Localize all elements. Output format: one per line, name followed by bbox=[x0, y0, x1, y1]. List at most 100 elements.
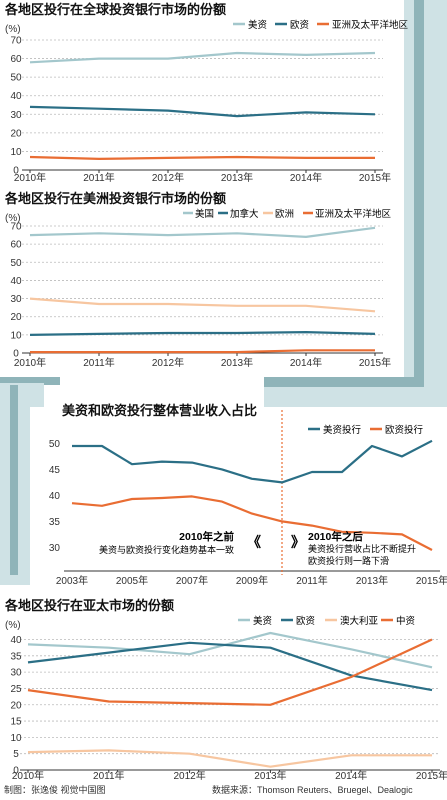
y-tick-label: 10 bbox=[10, 147, 22, 158]
chart3-y-axis: 30 35 40 45 50 bbox=[49, 439, 61, 554]
chart4-plot bbox=[27, 631, 433, 768]
chart3-annotation-before: 2010年之前 美资与欧资投行变化趋势基本一致 《 bbox=[99, 530, 261, 555]
y-tick-label: 45 bbox=[49, 465, 61, 476]
x-tick-label: 2009年 bbox=[236, 574, 268, 587]
series-line bbox=[30, 349, 375, 354]
legend-label: 欧资投行 bbox=[385, 424, 424, 436]
chart4-title: 各地区投行在亚太市场的份额 bbox=[4, 598, 174, 613]
x-tick-label: 2015年 bbox=[359, 171, 391, 184]
annotation-before-title: 2010年之前 bbox=[179, 530, 234, 543]
x-tick-label: 2005年 bbox=[116, 574, 148, 587]
legend-label: 欧资 bbox=[290, 19, 310, 31]
x-tick-label: 2015年 bbox=[416, 769, 447, 782]
series-line bbox=[27, 631, 433, 669]
y-tick-label: 50 bbox=[10, 258, 22, 269]
x-tick-label: 2012年 bbox=[173, 769, 205, 782]
legend-label: 美资 bbox=[253, 615, 273, 627]
right-arrow-icon: 》 bbox=[291, 534, 305, 550]
y-tick-label: 40 bbox=[49, 491, 61, 502]
y-tick-label: 15 bbox=[10, 717, 22, 728]
x-tick-label: 2013年 bbox=[356, 574, 388, 587]
x-tick-label: 2010年 bbox=[14, 171, 46, 184]
chart2-unit: (%) bbox=[5, 213, 21, 224]
x-tick-label: 2010年 bbox=[14, 356, 46, 369]
y-tick-label: 40 bbox=[10, 635, 22, 646]
y-tick-label: 50 bbox=[10, 73, 22, 84]
x-tick-label: 2014年 bbox=[290, 356, 322, 369]
chart2-legend: 美国 加拿大 欧洲 亚洲及太平洋地区 bbox=[183, 208, 392, 220]
y-tick-label: 35 bbox=[10, 651, 22, 662]
y-tick-label: 20 bbox=[10, 128, 22, 139]
y-tick-label: 70 bbox=[10, 36, 22, 47]
annotation-after-title: 2010年之后 bbox=[308, 530, 363, 543]
x-tick-label: 2013年 bbox=[254, 769, 286, 782]
y-tick-label: 25 bbox=[10, 684, 22, 695]
y-tick-label: 30 bbox=[10, 110, 22, 121]
left-arrow-icon: 《 bbox=[247, 534, 261, 550]
chart3-annotation-after: 》 2010年之后 美资投行营收占比不断提升 欧资投行则一路下滑 bbox=[291, 530, 416, 566]
chart1-unit: (%) bbox=[5, 24, 21, 35]
chart1-x-axis: 2010年 2011年 2012年 2013年 2014年 2015年 bbox=[14, 170, 391, 184]
y-tick-label: 5 bbox=[13, 749, 19, 760]
x-tick-label: 2014年 bbox=[335, 769, 367, 782]
series-line bbox=[71, 495, 433, 551]
source-text: 数据来源：Thomson Reuters、Bruegel、Dealogic bbox=[212, 785, 413, 795]
chart3-legend: 美资投行 欧资投行 bbox=[308, 424, 424, 436]
legend-label: 亚洲及太平洋地区 bbox=[315, 208, 392, 220]
x-tick-label: 2013年 bbox=[221, 356, 253, 369]
chart1-legend: 美资 欧资 亚洲及太平洋地区 bbox=[233, 19, 409, 31]
y-tick-label: 30 bbox=[49, 543, 61, 554]
x-tick-label: 2015年 bbox=[359, 356, 391, 369]
legend-label: 美资投行 bbox=[323, 424, 362, 436]
y-tick-label: 0 bbox=[13, 766, 19, 777]
chart3-x-axis: 2003年 2005年 2007年 2009年 2011年 2013年 2015年 bbox=[56, 574, 447, 587]
annotation-after-line2: 欧资投行则一路下滑 bbox=[308, 555, 389, 566]
x-tick-label: 2015年 bbox=[416, 574, 447, 587]
chart1-title: 各地区投行在全球投资银行市场的份额 bbox=[4, 2, 226, 17]
y-tick-label: 50 bbox=[49, 439, 61, 450]
x-tick-label: 2003年 bbox=[56, 574, 88, 587]
legend-label: 美国 bbox=[195, 208, 214, 220]
chart4-y-axis: 0 5 10 15 20 25 30 35 40 bbox=[10, 635, 22, 776]
x-tick-label: 2011年 bbox=[83, 171, 115, 184]
y-tick-label: 0 bbox=[13, 166, 19, 177]
x-tick-label: 2012年 bbox=[152, 171, 184, 184]
legend-label: 澳大利亚 bbox=[340, 615, 379, 627]
series-line bbox=[29, 331, 376, 336]
chart2-x-axis: 2010年 2011年 2012年 2013年 2014年 2015年 bbox=[14, 353, 391, 369]
y-tick-label: 60 bbox=[10, 54, 22, 65]
x-tick-label: 2013年 bbox=[221, 171, 253, 184]
y-tick-label: 35 bbox=[49, 517, 61, 528]
x-tick-label: 2014年 bbox=[290, 171, 322, 184]
annotation-before-text: 美资与欧资投行变化趋势基本一致 bbox=[99, 544, 234, 555]
legend-label: 美资 bbox=[248, 19, 268, 31]
chart4-grid bbox=[20, 639, 440, 771]
chart2-y-axis: 0 10 20 30 40 50 60 70 bbox=[10, 222, 22, 360]
chart2-grid bbox=[22, 225, 383, 354]
x-tick-label: 2011年 bbox=[296, 574, 328, 587]
y-tick-label: 10 bbox=[10, 330, 22, 341]
credit-text: 制图：张逸俊 视觉中国图 bbox=[4, 785, 106, 795]
series-line bbox=[27, 749, 432, 768]
legend-label: 亚洲及太平洋地区 bbox=[332, 19, 409, 31]
legend-label: 加拿大 bbox=[230, 208, 259, 220]
annotation-after-line1: 美资投行营收占比不断提升 bbox=[308, 543, 416, 554]
x-tick-label: 2011年 bbox=[93, 769, 125, 782]
y-tick-label: 60 bbox=[10, 240, 22, 251]
y-tick-label: 30 bbox=[10, 294, 22, 305]
chart3-title: 美资和欧资投行整体营业收入占比 bbox=[62, 403, 257, 418]
y-tick-label: 40 bbox=[10, 276, 22, 287]
series-line bbox=[72, 439, 433, 484]
y-tick-label: 40 bbox=[10, 91, 22, 102]
series-line bbox=[29, 297, 376, 313]
legend-label: 欧洲 bbox=[275, 208, 294, 220]
y-tick-label: 30 bbox=[10, 668, 22, 679]
chart4-unit: (%) bbox=[5, 620, 21, 631]
chart4-x-axis: 2010年 2011年 2012年 2013年 2014年 2015年 bbox=[12, 769, 447, 782]
y-tick-label: 20 bbox=[10, 700, 22, 711]
series-line bbox=[29, 155, 375, 160]
chart2-title: 各地区投行在美洲投资银行市场的份额 bbox=[4, 191, 226, 206]
x-tick-label: 2012年 bbox=[152, 356, 184, 369]
legend-label: 欧资 bbox=[296, 615, 316, 627]
